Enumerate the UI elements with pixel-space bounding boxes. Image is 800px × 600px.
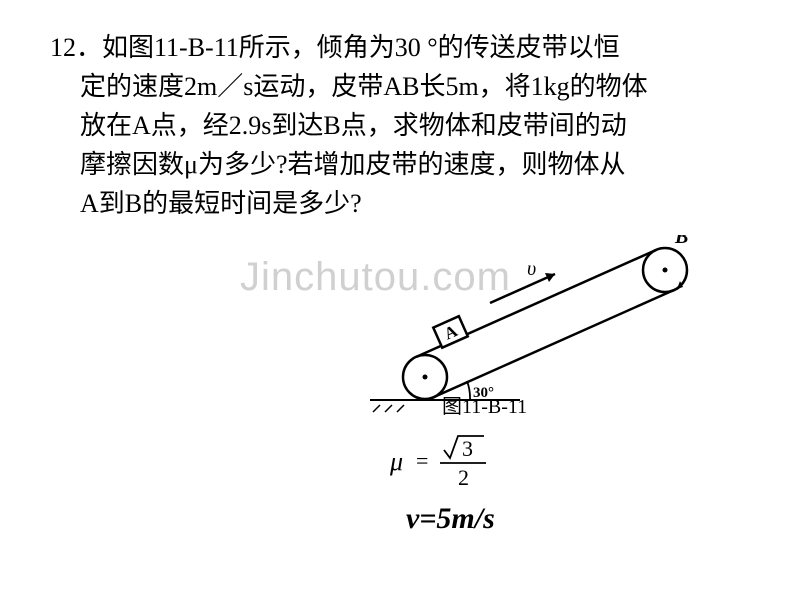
question-text: 12．如图11-B-11所示，倾角为30 °的传送皮带以恒 定的速度2m／s运动… xyxy=(50,28,750,223)
box-a: A xyxy=(433,316,468,347)
belt-bottom xyxy=(434,290,674,397)
formula-mu: μ = 3 2 xyxy=(380,430,520,490)
question-line-3: 放在A点，经2.9s到达B点，求物体和皮带间的动 xyxy=(80,106,750,145)
question-l1: 如图11-B-11所示，倾角为30 °的传送皮带以恒 xyxy=(102,33,620,62)
angle-label: 30° xyxy=(473,385,494,401)
angle-arc xyxy=(467,381,470,400)
hatch xyxy=(397,405,404,412)
lower-pulley-center xyxy=(423,375,428,380)
mu-symbol: μ xyxy=(389,447,403,476)
conveyor-diagram: A υ B 30° xyxy=(340,235,720,435)
mu-den: 2 xyxy=(458,465,469,490)
hatch xyxy=(373,405,380,412)
label-v: υ xyxy=(527,258,536,280)
question-line-2: 定的速度2m／s运动，皮带AB长5m，将1kg的物体 xyxy=(80,67,750,106)
formula-v: v=5m/s xyxy=(406,502,495,536)
mu-num: 3 xyxy=(462,436,473,461)
mu-equals: = xyxy=(416,448,428,473)
upper-pulley-center xyxy=(663,268,668,273)
question-line-4: 摩擦因数μ为多少?若增加皮带的速度，则物体从 xyxy=(80,145,750,184)
hatch xyxy=(385,405,392,412)
question-line-5: A到B的最短时间是多少? xyxy=(80,184,750,223)
question-line-1: 12．如图11-B-11所示，倾角为30 °的传送皮带以恒 xyxy=(50,28,750,67)
label-b: B xyxy=(674,235,688,248)
question-number: 12． xyxy=(50,33,102,62)
